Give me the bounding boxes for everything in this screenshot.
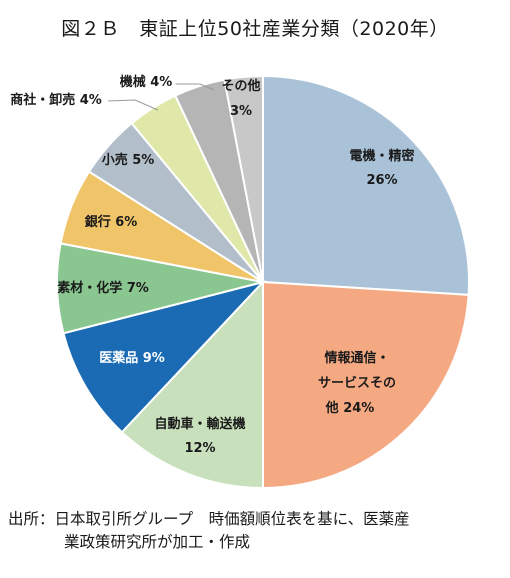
slice-name-label: その他 [221, 78, 260, 94]
source-note-line-1: 出所：日本取引所グループ 時価額順位表を基に、医薬産 [8, 510, 410, 528]
slice-name-label: 電機・精密 [349, 148, 414, 164]
slice-value-label: 3% [230, 104, 252, 119]
source-note: 出所：日本取引所グループ 時価額順位表を基に、医薬産 業政策研究所が加工・作成 [8, 508, 508, 554]
slice-data-label: 銀行 6% [85, 214, 138, 230]
pie-slice [62, 280, 267, 434]
slice-data-label: 他 24% [325, 400, 375, 416]
slice-name-label: 情報通信・ [324, 350, 389, 366]
pie-slice [262, 74, 470, 296]
slice-data-label: 商社・卸売 4% [10, 92, 102, 108]
leader-line [176, 83, 215, 91]
source-note-line-2: 業政策研究所が加工・作成 [64, 533, 251, 551]
pie-slice [120, 279, 264, 490]
slice-data-label: 素材・化学 7% [57, 280, 149, 296]
chart-title: 図２Ｂ 東証上位50社産業分類（2020年） [61, 18, 449, 40]
pie-slice [223, 74, 264, 283]
slice-value-label: 26% [366, 173, 397, 188]
slice-value-label: 12% [184, 441, 215, 456]
slice-name-label: サービスその [318, 375, 396, 391]
slice-name-label: 自動車・輸送機 [154, 416, 245, 432]
slice-data-label: 小売 5% [102, 152, 155, 168]
leader-line [107, 99, 159, 111]
slice-data-label: 機械 4% [120, 74, 173, 90]
pie-slice [262, 280, 470, 490]
slice-data-label: 医薬品 9% [99, 350, 165, 366]
